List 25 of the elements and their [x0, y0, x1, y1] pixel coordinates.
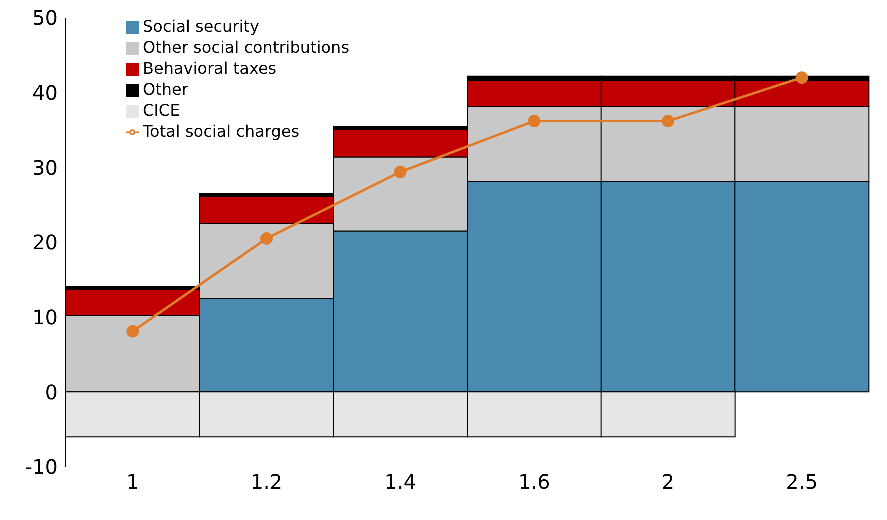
y-tick-label: 30 [32, 156, 58, 180]
y-tick-label: 0 [45, 380, 58, 404]
x-tick-label: 1.4 [384, 470, 416, 494]
point [394, 166, 407, 178]
point [528, 115, 541, 128]
y-tick-label: 10 [32, 305, 58, 330]
y-tick-label: 50 [32, 6, 58, 30]
x-tick-label: 1.6 [518, 470, 550, 494]
x-tick-label: 1 [126, 470, 140, 494]
legend-label: Other [143, 80, 188, 99]
x-tick-label: 1.2 [250, 470, 283, 494]
y-tick-label: 40 [32, 80, 58, 105]
y-tick-label: 20 [32, 230, 58, 255]
legend-label: Behavioral taxes [143, 59, 277, 78]
point [126, 325, 140, 338]
x-tick-label: 2.5 [786, 470, 818, 494]
point [260, 232, 273, 246]
legend-label: Social security [143, 17, 260, 36]
legend-label: Other social contributions [143, 38, 350, 57]
y-tick-label: -10 [25, 455, 58, 480]
legend-label: Total social charges [143, 122, 300, 141]
point [796, 72, 808, 84]
point [662, 115, 674, 128]
legend-label: CICE [143, 101, 180, 120]
x-tick-label: 2 [662, 470, 675, 494]
